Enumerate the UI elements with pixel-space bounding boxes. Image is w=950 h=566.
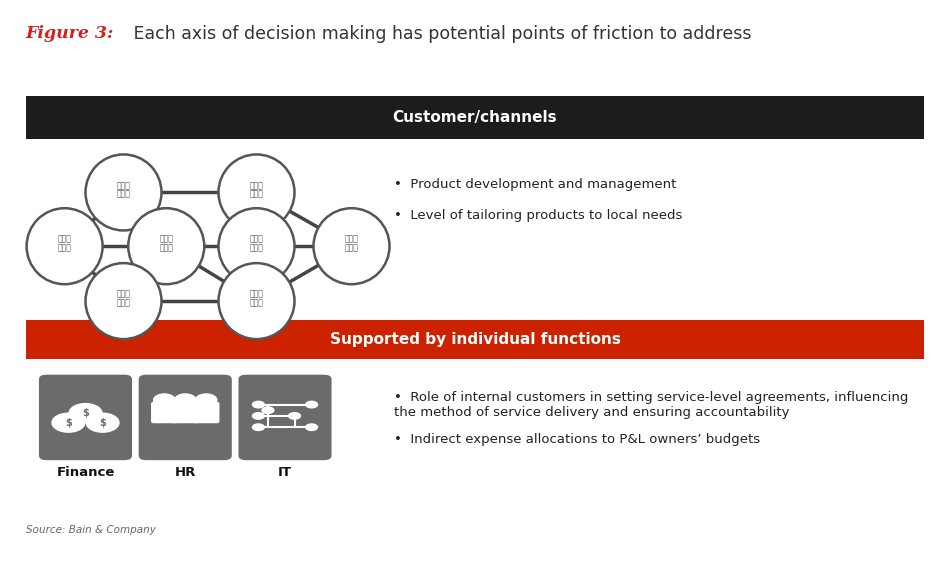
Circle shape (51, 413, 86, 433)
Circle shape (252, 423, 265, 431)
Text: ⛹⛹⛹
⛹⛹⛹: ⛹⛹⛹ ⛹⛹⛹ (250, 181, 263, 198)
FancyBboxPatch shape (238, 375, 332, 460)
FancyBboxPatch shape (39, 375, 132, 460)
FancyBboxPatch shape (26, 96, 924, 139)
FancyBboxPatch shape (26, 320, 924, 359)
Circle shape (305, 423, 318, 431)
Text: ⛹⛹⛹
⛹⛹⛹: ⛹⛹⛹ ⛹⛹⛹ (117, 290, 130, 307)
Circle shape (261, 406, 275, 414)
Text: •  Product development and management: • Product development and management (394, 178, 676, 191)
FancyBboxPatch shape (151, 402, 178, 423)
Circle shape (86, 413, 120, 433)
Text: ⛹⛹⛹
⛹⛹⛹: ⛹⛹⛹ ⛹⛹⛹ (345, 235, 358, 252)
Text: $: $ (99, 418, 106, 428)
Ellipse shape (27, 208, 103, 284)
Text: ⛹⛹⛹
⛹⛹⛹: ⛹⛹⛹ ⛹⛹⛹ (250, 290, 263, 307)
Text: $: $ (82, 408, 89, 418)
Ellipse shape (218, 208, 294, 284)
FancyBboxPatch shape (172, 402, 199, 423)
Circle shape (288, 412, 301, 420)
Text: ⛹⛹⛹
⛹⛹⛹: ⛹⛹⛹ ⛹⛹⛹ (250, 235, 263, 252)
Circle shape (252, 412, 265, 420)
Text: HR: HR (175, 466, 196, 479)
Circle shape (174, 393, 197, 407)
Text: ⛹⛹⛹
⛹⛹⛹: ⛹⛹⛹ ⛹⛹⛹ (58, 235, 71, 252)
Text: Supported by individual functions: Supported by individual functions (330, 332, 620, 347)
Circle shape (252, 401, 265, 409)
Text: $: $ (65, 418, 72, 428)
Circle shape (195, 393, 218, 407)
Ellipse shape (86, 263, 162, 339)
FancyBboxPatch shape (193, 402, 219, 423)
Text: •  Role of internal customers in setting service-level agreements, influencing
t: • Role of internal customers in setting … (394, 391, 908, 418)
Text: •  Level of tailoring products to local needs: • Level of tailoring products to local n… (394, 209, 683, 222)
Text: ⛹⛹⛹
⛹⛹⛹: ⛹⛹⛹ ⛹⛹⛹ (160, 235, 173, 252)
Ellipse shape (218, 263, 294, 339)
Circle shape (305, 401, 318, 409)
Ellipse shape (86, 155, 162, 230)
Text: Each axis of decision making has potential points of friction to address: Each axis of decision making has potenti… (128, 25, 751, 44)
Text: ⛹⛹⛹
⛹⛹⛹: ⛹⛹⛹ ⛹⛹⛹ (117, 181, 130, 198)
Text: Figure 3:: Figure 3: (26, 25, 114, 42)
Text: Customer/channels: Customer/channels (392, 110, 558, 125)
Circle shape (153, 393, 176, 407)
Ellipse shape (314, 208, 389, 284)
FancyBboxPatch shape (139, 375, 232, 460)
Text: Finance: Finance (56, 466, 115, 479)
Ellipse shape (218, 155, 294, 230)
Text: •  Indirect expense allocations to P&L owners’ budgets: • Indirect expense allocations to P&L ow… (394, 433, 760, 446)
Text: IT: IT (278, 466, 292, 479)
Text: Source: Bain & Company: Source: Bain & Company (26, 525, 156, 535)
Ellipse shape (128, 208, 204, 284)
Circle shape (68, 403, 103, 423)
